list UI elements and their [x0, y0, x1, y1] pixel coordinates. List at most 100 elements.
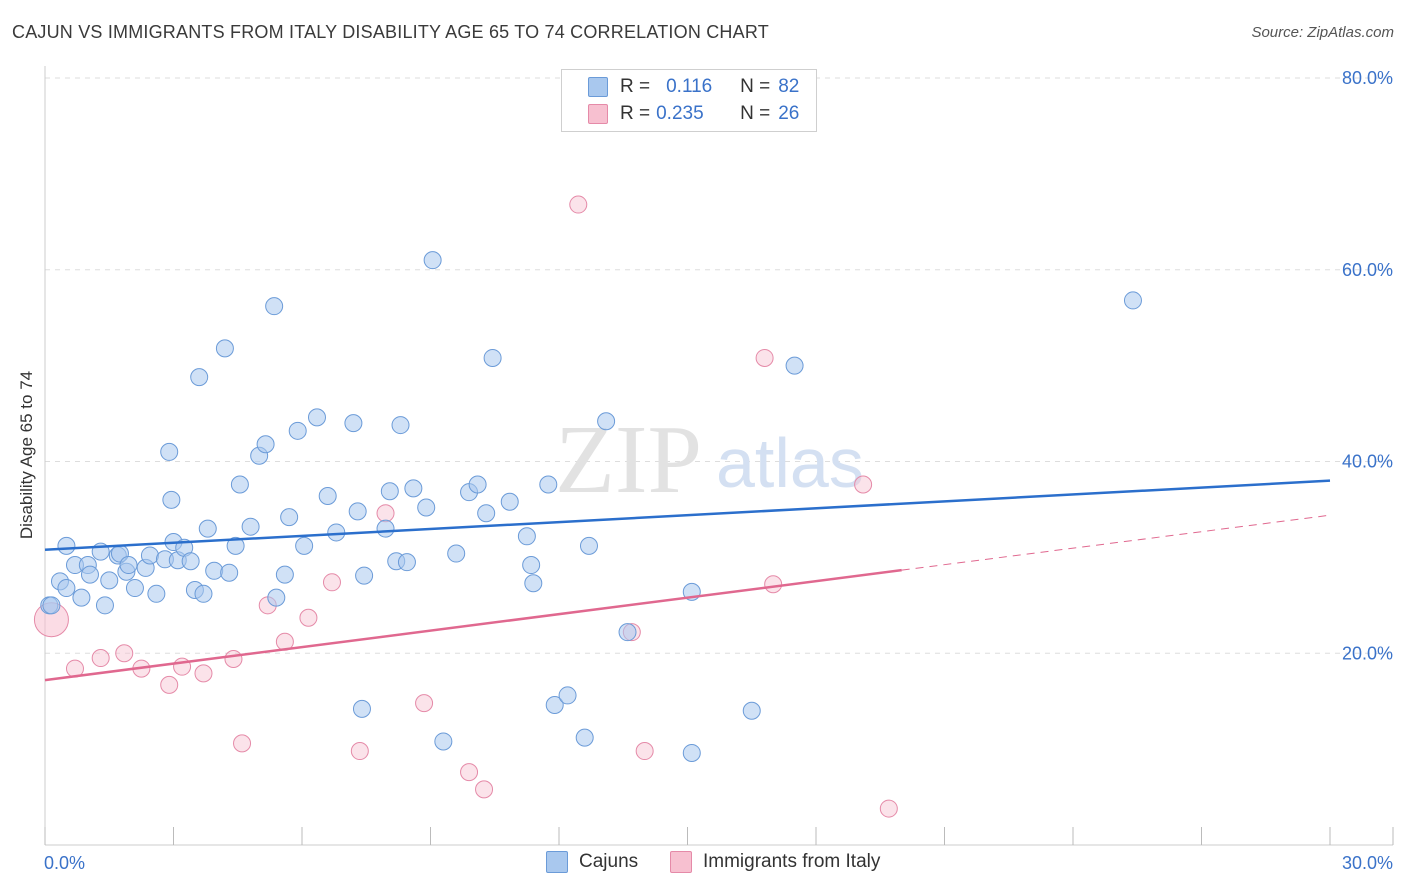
data-point-cajuns	[256, 435, 275, 454]
data-point-cajuns	[355, 566, 374, 585]
data-point-cajuns	[190, 368, 209, 387]
y-tick-label: 20.0%	[1342, 643, 1393, 663]
n-value: 26	[778, 103, 800, 124]
data-point-immigrants-from-italy	[115, 644, 134, 663]
data-point-cajuns	[125, 579, 144, 598]
watermark-zip: ZIP	[555, 406, 702, 514]
data-point-immigrants-from-italy	[299, 608, 318, 627]
italy-legend-swatch	[670, 851, 692, 873]
r-value: 0.235	[656, 103, 704, 124]
data-point-cajuns	[545, 696, 564, 715]
data-point-cajuns	[397, 553, 416, 572]
data-point-cajuns	[352, 699, 371, 718]
data-point-cajuns	[417, 498, 436, 517]
tick-labels: 20.0% 40.0% 60.0% 80.0% 0.0% 30.0%	[44, 68, 1393, 873]
data-point-immigrants-from-italy	[569, 195, 588, 214]
data-point-cajuns	[522, 556, 541, 575]
data-point-cajuns	[288, 421, 307, 440]
cajuns-legend-swatch	[546, 851, 568, 873]
trend-line-immigrants-from-italy	[44, 568, 902, 682]
data-point-cajuns	[477, 504, 496, 523]
data-point-cajuns	[682, 743, 701, 762]
data-point-cajuns	[226, 536, 245, 555]
data-point-immigrants-from-italy	[194, 664, 213, 683]
series-legend: Cajuns Immigrants from Italy	[0, 851, 1406, 877]
data-point-cajuns	[280, 508, 299, 527]
data-point-immigrants-from-italy	[755, 348, 774, 367]
data-point-cajuns	[42, 596, 61, 615]
source-credit: Source: ZipAtlas.com	[1251, 24, 1394, 41]
data-point-immigrants-from-italy	[764, 575, 783, 594]
data-point-cajuns	[215, 339, 234, 358]
data-point-immigrants-from-italy	[854, 475, 873, 494]
n-label: N =	[740, 103, 771, 124]
n-label: N =	[740, 76, 771, 97]
data-point-cajuns	[80, 565, 99, 584]
data-point-immigrants-from-italy	[233, 734, 252, 753]
data-point-cajuns	[447, 544, 466, 563]
grid-layer	[45, 77, 1393, 654]
data-point-cajuns	[380, 482, 399, 501]
data-point-cajuns	[198, 519, 217, 538]
data-point-cajuns	[483, 348, 502, 367]
data-point-cajuns	[423, 251, 442, 270]
data-point-cajuns	[348, 502, 367, 521]
chart-title: CAJUN VS IMMIGRANTS FROM ITALY DISABILIT…	[12, 22, 769, 42]
legend-label-italy: Immigrants from Italy	[703, 851, 881, 872]
r-label: R =	[620, 103, 651, 124]
data-point-immigrants-from-italy	[475, 780, 494, 799]
legend-item-italy[interactable]: Immigrants from Italy	[670, 851, 880, 873]
cajuns-swatch	[588, 77, 608, 97]
legend-item-cajuns[interactable]: Cajuns	[546, 851, 638, 873]
data-point-cajuns	[267, 588, 286, 607]
data-point-cajuns	[404, 479, 423, 498]
y-tick-label: 80.0%	[1342, 68, 1393, 88]
data-point-immigrants-from-italy	[635, 742, 654, 761]
data-point-immigrants-from-italy	[879, 799, 898, 818]
stats-row-italy: R = 0.235 N = 26	[588, 102, 799, 126]
data-point-cajuns	[524, 574, 543, 593]
data-point-immigrants-from-italy	[350, 742, 369, 761]
axis-layer	[44, 66, 1394, 846]
data-point-cajuns	[95, 596, 114, 615]
data-point-immigrants-from-italy	[91, 649, 110, 668]
trend-lines	[44, 479, 1331, 682]
data-point-cajuns	[147, 584, 166, 603]
data-point-cajuns	[241, 517, 260, 536]
data-point-cajuns	[100, 571, 119, 590]
data-point-cajuns	[579, 536, 598, 555]
trend-line-cajuns	[44, 479, 1331, 551]
data-point-cajuns	[318, 487, 337, 506]
data-point-cajuns	[295, 536, 314, 555]
series-immigrants-from-italy-points	[33, 195, 898, 818]
data-point-cajuns	[162, 490, 181, 509]
data-point-immigrants-from-italy	[376, 504, 395, 523]
data-point-immigrants-from-italy	[415, 694, 434, 713]
y-tick-label: 40.0%	[1342, 452, 1393, 472]
data-point-cajuns	[539, 475, 558, 494]
data-point-cajuns	[57, 536, 76, 555]
data-point-cajuns	[618, 623, 637, 642]
y-tick-label: 60.0%	[1342, 260, 1393, 280]
data-point-cajuns	[1123, 291, 1142, 310]
x-tick-label: 30.0%	[1342, 853, 1393, 873]
n-value: 82	[778, 76, 800, 97]
x-tick-label: 0.0%	[44, 853, 85, 873]
data-point-cajuns	[57, 579, 76, 598]
r-value: 0.116	[666, 76, 713, 97]
data-point-cajuns	[327, 523, 346, 542]
data-point-cajuns	[230, 475, 249, 494]
r-label: R =	[620, 76, 651, 97]
data-point-immigrants-from-italy	[322, 573, 341, 592]
stats-row-cajuns: R = 0.116 N = 82	[588, 75, 799, 99]
data-point-cajuns	[785, 356, 804, 375]
data-point-cajuns	[597, 412, 616, 431]
trend-line-immigrants-from-italy-projection	[901, 514, 1331, 571]
data-point-immigrants-from-italy	[160, 675, 179, 694]
data-point-cajuns	[275, 565, 294, 584]
data-point-cajuns	[220, 563, 239, 582]
data-point-cajuns	[307, 408, 326, 427]
data-point-cajuns	[265, 297, 284, 316]
data-point-cajuns	[205, 561, 224, 580]
